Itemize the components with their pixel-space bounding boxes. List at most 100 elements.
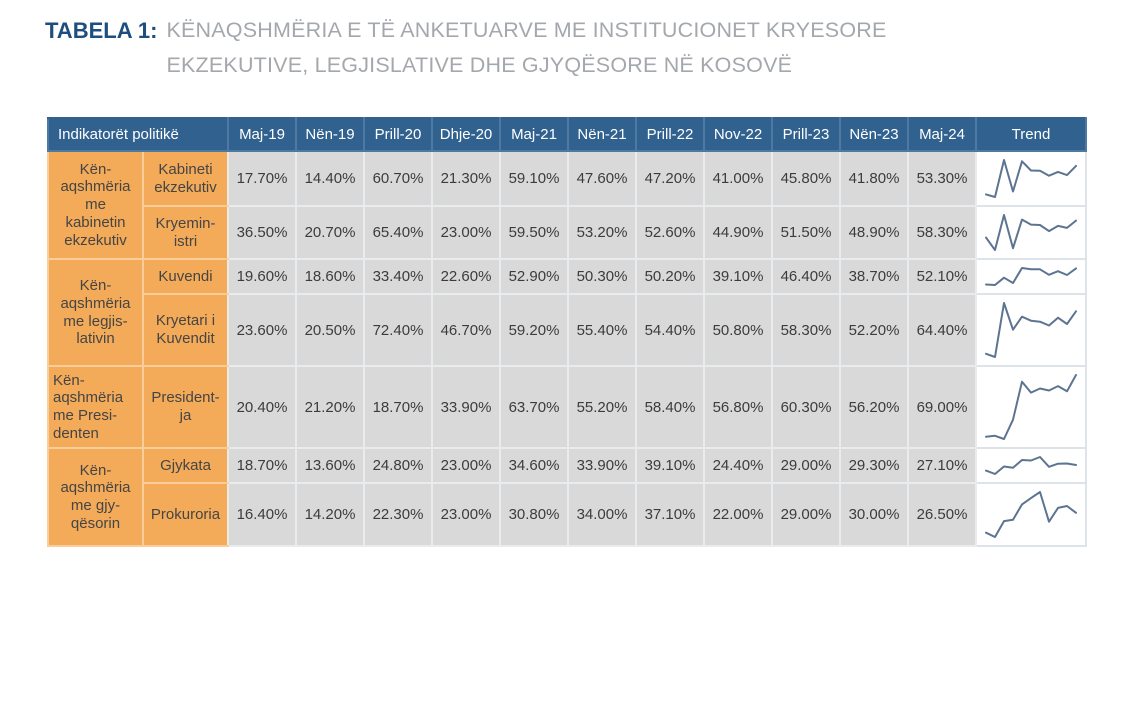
- indicator-label: Kryetari i Kuvendit: [142, 293, 229, 367]
- value-cell: 46.70%: [431, 293, 501, 367]
- table-title-text: KËNAQSHMËRIA E TË ANKETUARVE ME INSTITUC…: [166, 18, 887, 77]
- trend-cell: [975, 258, 1087, 295]
- value-cell: 53.20%: [567, 205, 637, 260]
- value-cell: 56.80%: [703, 365, 773, 449]
- value-cell: 24.40%: [703, 447, 773, 484]
- value-cell: 37.10%: [635, 482, 705, 547]
- value-cell: 41.80%: [839, 150, 909, 207]
- column-header-prill-20: Prill-20: [363, 117, 433, 152]
- value-cell: 20.70%: [295, 205, 365, 260]
- value-cell: 23.00%: [431, 482, 501, 547]
- value-cell: 44.90%: [703, 205, 773, 260]
- value-cell: 52.20%: [839, 293, 909, 367]
- value-cell: 47.60%: [567, 150, 637, 207]
- value-cell: 34.60%: [499, 447, 569, 484]
- value-cell: 54.40%: [635, 293, 705, 367]
- table-row: Kryemin- istri 36.50% 20.70% 65.40% 23.00% 59…: [48, 205, 1087, 260]
- trend-cell: [975, 447, 1087, 484]
- value-cell: 64.40%: [907, 293, 977, 367]
- trend-sparkline: [985, 491, 1077, 538]
- value-cell: 16.40%: [227, 482, 297, 547]
- indicator-label: Kryemin- istri: [142, 205, 229, 260]
- value-cell: 58.30%: [771, 293, 841, 367]
- value-cell: 33.90%: [567, 447, 637, 484]
- value-cell: 39.10%: [635, 447, 705, 484]
- indicator-label: Kuvendi: [142, 258, 229, 295]
- value-cell: 29.00%: [771, 482, 841, 547]
- group-label: Kën- aqshmëria me Presi- denten: [47, 365, 144, 449]
- trend-cell: [975, 293, 1087, 367]
- value-cell: 50.20%: [635, 258, 705, 295]
- value-cell: 58.40%: [635, 365, 705, 449]
- table-title-label: TABELA 1:: [45, 18, 158, 43]
- table-row: Kën- aqshmëria me gjy- qësorin Gjykata 18.…: [47, 447, 1087, 547]
- trend-sparkline: [985, 374, 1077, 440]
- value-cell: 55.20%: [567, 365, 637, 449]
- value-cell: 65.40%: [363, 205, 433, 260]
- value-cell: 50.80%: [703, 293, 773, 367]
- group-label: Kën- aqshmëria me gjy- qësorin: [47, 447, 144, 547]
- value-cell: 26.50%: [907, 482, 977, 547]
- table-row: Kën- aqshmëria me Presi- denten President…: [47, 365, 1087, 449]
- column-header-nov-22: Nov-22: [703, 117, 773, 152]
- column-header-prill-23: Prill-23: [771, 117, 841, 152]
- value-cell: 29.30%: [839, 447, 909, 484]
- table-row: Kën- aqshmëria me legjis- lativin Kuvendi…: [47, 258, 1087, 367]
- value-cell: 63.70%: [499, 365, 569, 449]
- value-cell: 59.10%: [499, 150, 569, 207]
- value-cell: 27.10%: [907, 447, 977, 484]
- value-cell: 38.70%: [839, 258, 909, 295]
- trend-sparkline: [985, 456, 1077, 475]
- group-label: Kën- aqshmëria me kabinetin ekzekutiv: [47, 150, 144, 260]
- trend-sparkline: [985, 214, 1077, 251]
- trend-sparkline: [985, 267, 1077, 286]
- indicator-label: President- ja: [142, 365, 229, 449]
- column-header-prill-22: Prill-22: [635, 117, 705, 152]
- value-cell: 22.00%: [703, 482, 773, 547]
- value-cell: 21.30%: [431, 150, 501, 207]
- value-cell: 21.20%: [295, 365, 365, 449]
- value-cell: 72.40%: [363, 293, 433, 367]
- value-cell: 46.40%: [771, 258, 841, 295]
- value-cell: 52.10%: [907, 258, 977, 295]
- value-cell: 59.50%: [499, 205, 569, 260]
- table-row: Kryetari i Kuvendit 23.60% 20.50% 72.40% 46.…: [48, 293, 1087, 367]
- indicator-label: Kabineti ekzekutiv: [142, 150, 229, 207]
- value-cell: 41.00%: [703, 150, 773, 207]
- value-cell: 53.30%: [907, 150, 977, 207]
- group-label: Kën- aqshmëria me legjis- lativin: [47, 258, 144, 367]
- value-cell: 33.90%: [431, 365, 501, 449]
- column-header-maj-21: Maj-21: [499, 117, 569, 152]
- trend-sparkline: [985, 302, 1077, 358]
- value-cell: 52.90%: [499, 258, 569, 295]
- column-header-maj-24: Maj-24: [907, 117, 977, 152]
- value-cell: 52.60%: [635, 205, 705, 260]
- value-cell: 60.70%: [363, 150, 433, 207]
- value-cell: 23.00%: [431, 205, 501, 260]
- value-cell: 51.50%: [771, 205, 841, 260]
- column-header-dhje-20: Dhje-20: [431, 117, 501, 152]
- value-cell: 19.60%: [227, 258, 297, 295]
- header-indicators: Indikatorët politikë: [47, 117, 229, 152]
- table-title: TABELA 1: KËNAQSHMËRIA E TË ANKETUARVE M…: [45, 13, 966, 83]
- value-cell: 69.00%: [907, 365, 977, 449]
- value-cell: 29.00%: [771, 447, 841, 484]
- trend-cell: [975, 482, 1087, 547]
- satisfaction-table-container: Indikatorët politikë Maj-19 Nën-19 Prill-20…: [47, 117, 1087, 547]
- value-cell: 45.80%: [771, 150, 841, 207]
- value-cell: 23.60%: [227, 293, 297, 367]
- value-cell: 13.60%: [295, 447, 365, 484]
- value-cell: 18.70%: [227, 447, 297, 484]
- indicator-label: Gjykata: [142, 447, 229, 484]
- trend-cell: [975, 150, 1087, 207]
- value-cell: 24.80%: [363, 447, 433, 484]
- value-cell: 60.30%: [771, 365, 841, 449]
- value-cell: 22.30%: [363, 482, 433, 547]
- table-body: Kën- aqshmëria me kabinetin ekzekutiv Kab…: [47, 150, 1087, 547]
- column-header-nën-23: Nën-23: [839, 117, 909, 152]
- table-row: Kën- aqshmëria me kabinetin ekzekutiv Kab…: [47, 150, 1087, 260]
- value-cell: 36.50%: [227, 205, 297, 260]
- value-cell: 50.30%: [567, 258, 637, 295]
- value-cell: 47.20%: [635, 150, 705, 207]
